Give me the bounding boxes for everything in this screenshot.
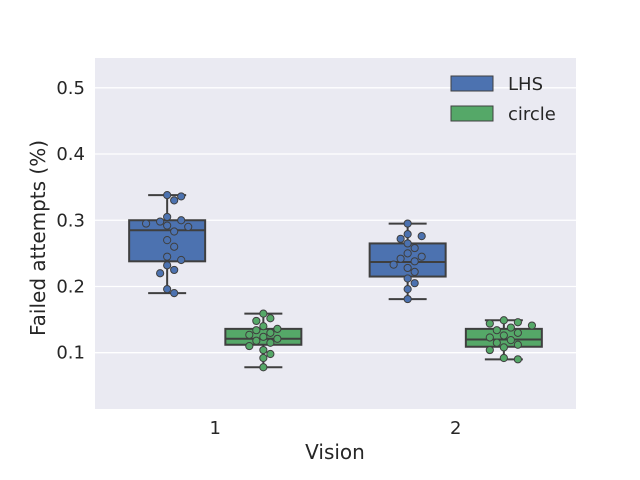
data-point [245,330,254,339]
data-point [273,324,282,333]
data-point [170,289,179,298]
data-point [266,314,275,323]
data-point [417,232,426,241]
data-point [485,345,494,355]
data-point [184,222,193,231]
data-point [252,336,261,345]
data-point [403,219,412,228]
data-point [410,257,419,266]
legend-label-lhs: LHS [508,74,543,95]
y-tick-label: 0.1 [56,343,85,364]
data-point [259,332,268,341]
data-point [403,285,412,294]
data-point [156,269,165,278]
data-point [513,340,522,349]
y-axis-label: Failed attempts (%) [26,140,50,336]
data-point [410,267,419,277]
data-point [506,336,515,345]
data-point [163,236,172,245]
data-point [513,318,522,327]
data-point [403,294,412,304]
data-point [389,260,398,269]
data-point [252,326,261,335]
data-point [410,243,419,253]
data-point [513,355,522,364]
data-point [170,196,179,205]
data-point [506,323,515,332]
data-point [396,234,405,243]
legend-swatch-lhs [450,75,494,92]
data-point [259,345,268,355]
x-axis-label: Vision [305,440,365,464]
data-point [259,353,268,363]
data-point [259,309,268,318]
y-tick-labels: 0.1 0.2 0.3 0.4 0.5 [56,78,85,364]
data-point [492,338,501,347]
data-point [177,216,186,225]
data-point [403,263,412,273]
data-point [252,316,261,326]
data-point [141,219,151,228]
legend-swatch-circle [450,105,494,122]
data-point [245,341,254,351]
data-point [499,331,508,340]
data-point [513,328,522,337]
data-point [259,322,268,331]
data-point [266,349,275,359]
legend-label-circle: circle [508,104,556,125]
data-point [417,252,426,261]
data-point [396,254,405,263]
data-point [177,255,186,265]
y-tick-label: 0.3 [56,210,85,231]
data-point [177,192,186,201]
data-point [259,363,268,372]
data-point [499,343,508,352]
data-point [499,316,508,325]
data-point [485,333,494,342]
data-point [156,217,165,226]
data-point [266,328,275,337]
x-tick-label: 1 [210,418,221,439]
data-point [163,221,172,230]
data-point [485,319,494,328]
data-point [273,334,282,343]
data-point [499,353,508,363]
data-point [410,279,419,288]
x-tick-label: 2 [450,418,461,439]
data-point [170,242,179,251]
y-tick-label: 0.4 [56,144,85,165]
data-point [163,252,172,261]
data-point [266,338,275,347]
data-point [163,261,172,270]
legend: LHS circle [450,74,556,125]
data-point [403,239,412,248]
data-point [527,321,537,330]
y-tick-label: 0.2 [56,276,85,297]
data-point [403,249,412,258]
data-point [403,230,412,239]
data-point [170,227,179,236]
data-point [170,265,179,275]
data-point [492,326,501,335]
points-layer [141,190,537,372]
data-point [163,190,172,200]
y-tick-label: 0.5 [56,78,85,99]
data-point [403,274,412,283]
data-point [163,212,172,222]
data-point [163,285,172,294]
